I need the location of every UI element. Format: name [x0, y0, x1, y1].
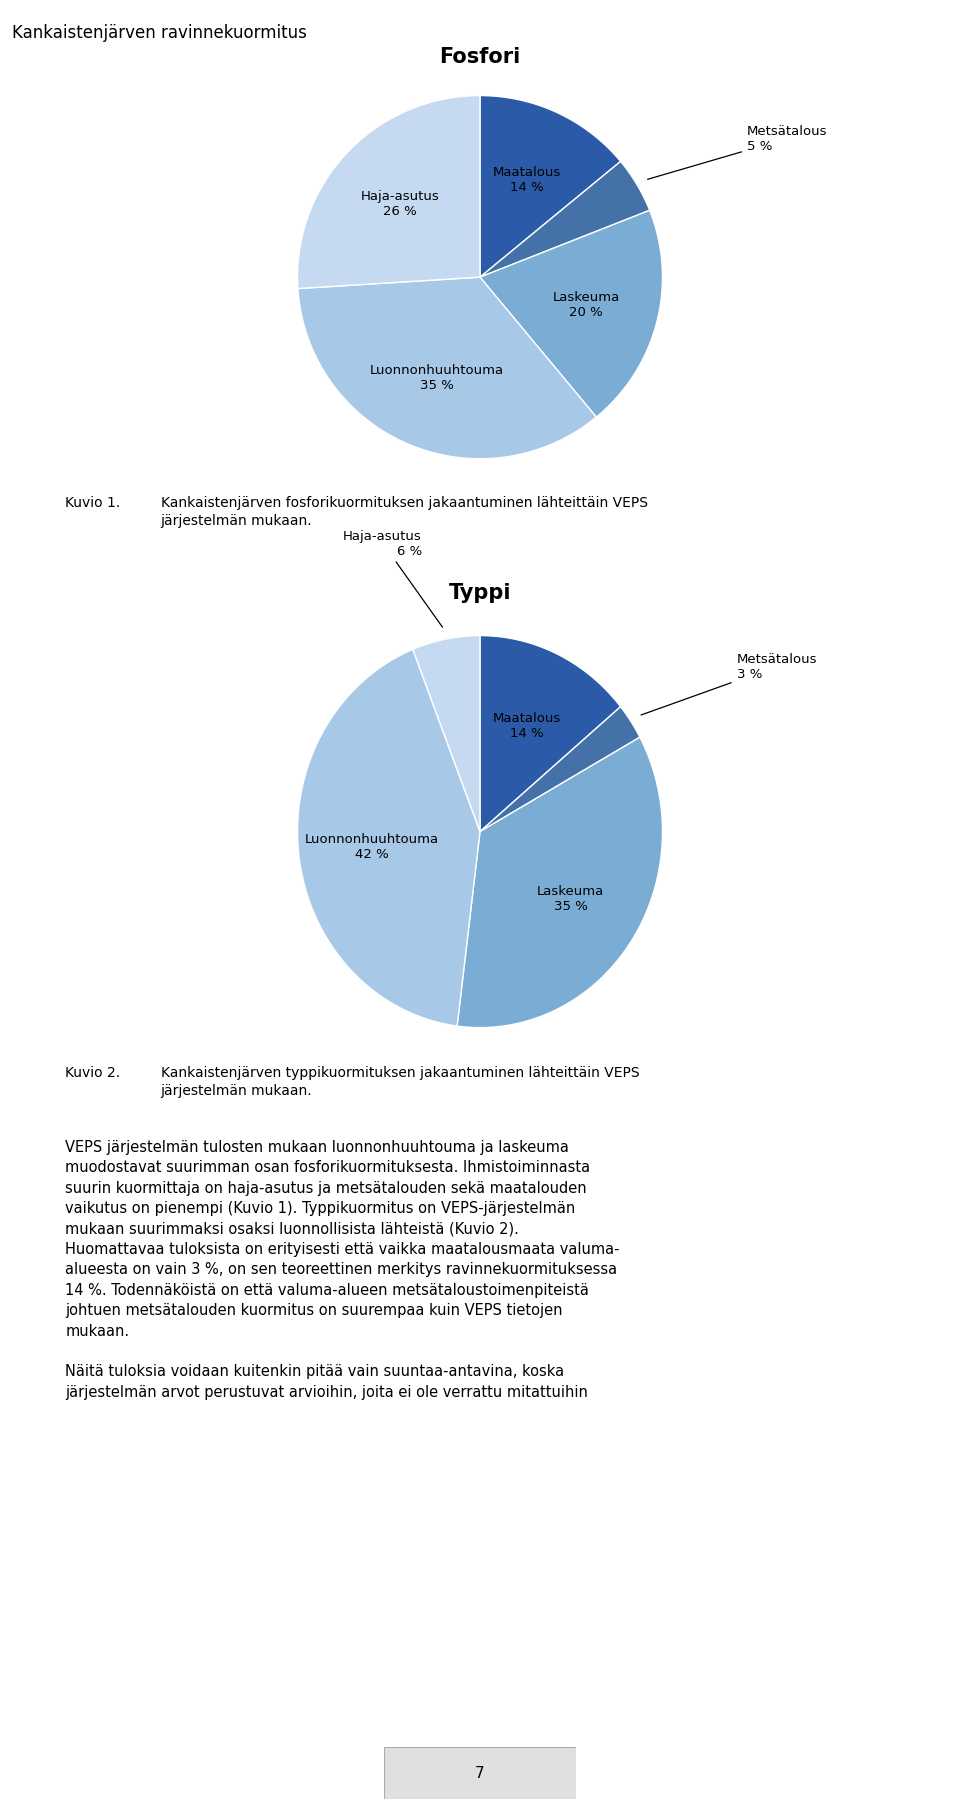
- Text: Typpi: Typpi: [448, 583, 512, 603]
- Text: Luonnonhuuhtouma
42 %: Luonnonhuuhtouma 42 %: [304, 832, 439, 861]
- Text: Kankaistenjärven ravinnekuormitus: Kankaistenjärven ravinnekuormitus: [12, 23, 306, 42]
- Text: VEPS järjestelmän tulosten mukaan luonnonhuuhtouma ja laskeuma
muodostavat suuri: VEPS järjestelmän tulosten mukaan luonno…: [65, 1139, 620, 1399]
- Text: Fosfori: Fosfori: [440, 47, 520, 67]
- Polygon shape: [298, 278, 596, 460]
- Text: Kuvio 1.: Kuvio 1.: [65, 496, 121, 509]
- Text: Kankaistenjärven typpikuormituksen jakaantuminen lähteittäin VEPS
järjestelmän m: Kankaistenjärven typpikuormituksen jakaa…: [160, 1065, 639, 1097]
- Text: 7: 7: [475, 1765, 485, 1780]
- Text: Kankaistenjärven fosforikuormituksen jakaantuminen lähteittäin VEPS
järjestelmän: Kankaistenjärven fosforikuormituksen jak…: [160, 496, 648, 529]
- FancyBboxPatch shape: [384, 1747, 576, 1800]
- Text: Maatalous
14 %: Maatalous 14 %: [492, 711, 561, 740]
- Polygon shape: [298, 650, 480, 1027]
- Text: Maatalous
14 %: Maatalous 14 %: [492, 166, 561, 193]
- Text: Laskeuma
35 %: Laskeuma 35 %: [537, 884, 604, 912]
- Polygon shape: [480, 96, 620, 278]
- Text: Kuvio 2.: Kuvio 2.: [65, 1065, 120, 1079]
- Text: Metsätalous
5 %: Metsätalous 5 %: [648, 125, 828, 180]
- Text: Laskeuma
20 %: Laskeuma 20 %: [552, 291, 619, 319]
- Polygon shape: [480, 635, 620, 832]
- Polygon shape: [298, 96, 480, 289]
- Text: Metsätalous
3 %: Metsätalous 3 %: [641, 653, 817, 715]
- Text: Luonnonhuuhtouma
35 %: Luonnonhuuhtouma 35 %: [370, 365, 504, 392]
- Text: Haja-asutus
6 %: Haja-asutus 6 %: [343, 529, 443, 628]
- Polygon shape: [480, 162, 650, 278]
- Polygon shape: [480, 211, 662, 417]
- Polygon shape: [480, 708, 640, 832]
- Polygon shape: [457, 738, 662, 1029]
- Polygon shape: [413, 635, 480, 832]
- Text: Haja-asutus
26 %: Haja-asutus 26 %: [361, 190, 440, 217]
